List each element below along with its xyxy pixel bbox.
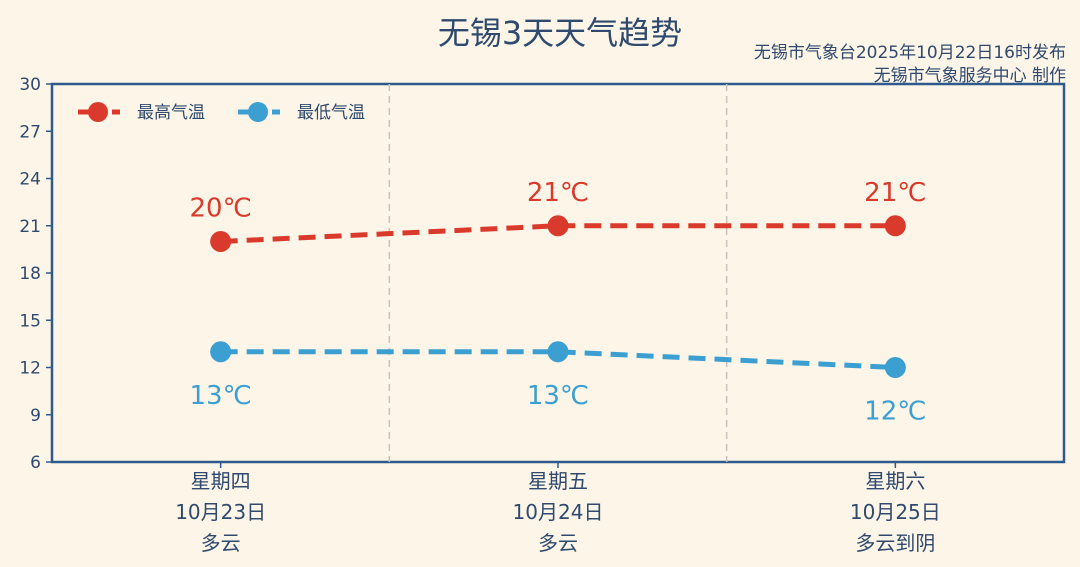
data-label: 13℃	[190, 381, 252, 411]
data-label: 13℃	[527, 381, 589, 411]
data-label: 12℃	[864, 397, 926, 427]
x-label-date: 10月24日	[513, 500, 604, 524]
y-tick-label: 18	[19, 264, 41, 284]
data-label: 21℃	[864, 178, 926, 208]
x-label-weather: 多云到阴	[855, 531, 935, 555]
x-label-weekday: 星期五	[528, 469, 588, 493]
x-label-weather: 多云	[201, 531, 241, 555]
legend-marker	[88, 102, 108, 122]
data-label: 20℃	[190, 194, 252, 224]
legend-label: 最低气温	[297, 103, 365, 123]
chart-title: 无锡3天天气趋势	[437, 14, 683, 52]
y-tick-label: 6	[30, 453, 41, 473]
legend-label: 最高气温	[137, 103, 205, 123]
data-point	[547, 341, 569, 363]
data-point	[884, 215, 906, 237]
series-line	[220, 349, 896, 370]
y-tick-label: 27	[19, 122, 41, 142]
data-point	[884, 357, 906, 378]
legend-marker	[248, 102, 268, 122]
x-label-weather: 多云	[538, 531, 578, 555]
y-tick-label: 12	[19, 359, 41, 379]
x-label-weekday: 星期四	[191, 469, 251, 493]
data-point	[547, 215, 569, 237]
data-point	[210, 231, 232, 252]
data-point	[210, 341, 232, 363]
x-label-date: 10月23日	[175, 500, 266, 524]
data-label: 21℃	[527, 178, 589, 208]
x-label-weekday: 星期六	[865, 469, 925, 493]
x-label-date: 10月25日	[850, 500, 941, 524]
y-tick-label: 21	[19, 217, 41, 237]
y-tick-label: 24	[19, 170, 41, 190]
publisher-line-1: 无锡市气象台2025年10月22日16时发布	[753, 43, 1066, 63]
publisher-line-2: 无锡市气象服务中心 制作	[873, 66, 1066, 86]
y-tick-label: 15	[19, 311, 41, 331]
y-tick-label: 9	[30, 406, 41, 426]
y-tick-label: 30	[19, 75, 41, 95]
series-line	[220, 223, 896, 244]
